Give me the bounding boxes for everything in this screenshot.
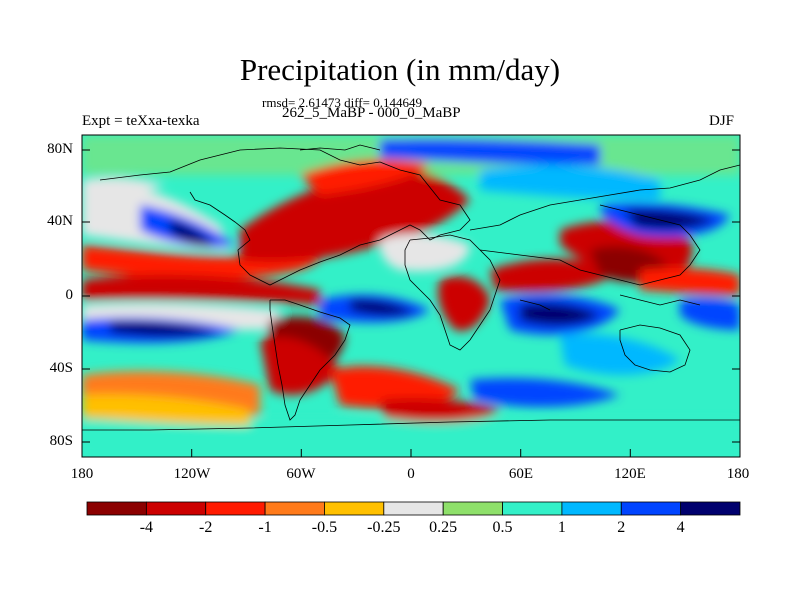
colorbar-swatch: [86, 501, 147, 516]
colorbar-label: -1: [258, 519, 272, 536]
experiment-label: Expt = teXxa-texka: [82, 113, 200, 129]
x-tick-label: 120W: [173, 466, 211, 482]
precip-field: [82, 135, 740, 457]
y-tick-label: 80S: [49, 433, 73, 449]
map-title: Precipitation (in mm/day): [239, 52, 561, 87]
colorbar-label: -0.5: [311, 519, 338, 536]
colorbar-label: -4: [139, 519, 154, 536]
colorbar-swatch: [383, 501, 444, 516]
subtitle: 262_5_MaBP - 000_0_MaBP: [282, 105, 461, 121]
y-tick-label: 80N: [47, 141, 73, 157]
y-tick-label: 0: [65, 287, 74, 303]
colorbar-swatch: [620, 501, 682, 516]
colorbar-swatch: [680, 501, 741, 516]
x-tick-label: 120E: [614, 466, 646, 482]
x-tick-label: 180: [70, 466, 94, 482]
x-tick-label: 0: [407, 466, 415, 482]
y-tick-label: 40N: [47, 213, 73, 229]
colorbar-swatch: [264, 501, 325, 516]
season-label: DJF: [709, 113, 735, 129]
coastlines: [82, 144, 740, 431]
colorbar-swatch: [502, 501, 563, 516]
y-tick-label: 40S: [49, 360, 73, 376]
colorbar-label: 0.5: [492, 519, 513, 536]
x-tick-label: 180: [726, 466, 750, 482]
colorbar-swatch: [205, 501, 266, 516]
colorbar: [86, 501, 741, 516]
colorbar-label: 0.25: [429, 519, 458, 536]
colorbar-swatch: [442, 501, 503, 516]
colorbar-swatch: [324, 501, 385, 516]
colorbar-label: -2: [199, 519, 213, 536]
colorbar-label: 1: [557, 519, 566, 536]
x-tick-label: 60W: [286, 466, 316, 482]
stats-label: rmsd= 2.61473 diff= 0.144649: [262, 95, 422, 110]
colorbar-swatch: [145, 501, 207, 516]
x-tick-label: 60E: [508, 466, 534, 482]
colorbar-label: -0.25: [367, 519, 401, 536]
tick-marks: [81, 149, 741, 457]
colorbar-label: 4: [676, 519, 685, 536]
colorbar-swatch: [561, 501, 622, 516]
colorbar-label: 2: [617, 519, 626, 536]
